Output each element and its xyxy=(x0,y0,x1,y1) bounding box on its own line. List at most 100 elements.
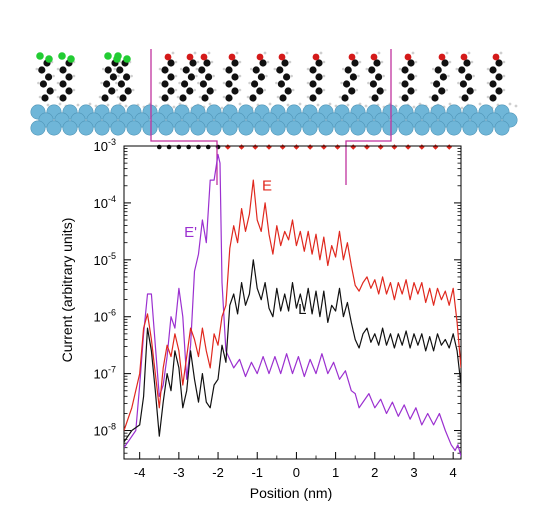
carbon-atom xyxy=(101,94,109,102)
carbon-atom xyxy=(433,80,441,88)
surface-atom xyxy=(270,120,286,136)
hydrogen-atom xyxy=(460,106,464,110)
carbon-atom xyxy=(39,80,48,88)
hydrogen-atom xyxy=(285,51,289,55)
carbon-atom xyxy=(348,87,356,95)
hydrogen-atom xyxy=(158,81,162,85)
oxygen-atom xyxy=(492,53,500,61)
hydrogen-atom xyxy=(76,103,80,107)
hydrogen-atom xyxy=(213,88,217,92)
hydrogen-atom xyxy=(467,51,471,55)
oxygen-atom xyxy=(228,53,236,61)
carbon-atom xyxy=(225,80,233,88)
oxygen-atom xyxy=(278,53,286,61)
hydrogen-atom xyxy=(273,67,277,71)
surface-atom xyxy=(78,120,94,136)
y-tick-label: 10-8 xyxy=(94,422,116,439)
hydrogen-atom xyxy=(306,67,310,71)
hydrogen-atom xyxy=(248,81,251,85)
site-diamond xyxy=(238,144,245,150)
hydrogen-atom xyxy=(238,88,242,92)
hydrogen-atom xyxy=(508,102,512,106)
carbon-atom xyxy=(179,94,187,102)
hydrogen-atom xyxy=(470,60,474,64)
carbon-atom xyxy=(376,87,384,95)
hydrogen-atom xyxy=(306,81,310,85)
surface-atom xyxy=(238,120,254,136)
hydrogen-atom xyxy=(486,95,490,99)
chlorine-atom xyxy=(104,52,112,60)
carbon-atom xyxy=(489,66,497,74)
hydrogen-atom xyxy=(176,95,180,99)
hydrogen-atom xyxy=(431,67,435,71)
hydrogen-atom xyxy=(499,51,503,55)
surface-atom xyxy=(302,120,318,136)
hydrogen-atom xyxy=(174,88,178,92)
hydrogen-atom xyxy=(290,74,293,78)
carbon-atom xyxy=(117,80,125,88)
hydrogen-atom xyxy=(428,95,432,99)
hydrogen-atom xyxy=(131,88,135,92)
hydrogen-atom xyxy=(430,81,433,85)
site-diamond xyxy=(321,144,327,150)
hydrogen-atom xyxy=(398,81,402,85)
series-line-e xyxy=(124,179,461,431)
x-axis-label: Position (nm) xyxy=(250,485,332,501)
carbon-atom xyxy=(189,59,197,67)
carbon-atom xyxy=(284,87,292,95)
carbon-atom xyxy=(186,87,194,95)
hydrogen-atom xyxy=(207,51,211,55)
hydrogen-atom xyxy=(367,81,370,85)
hydrogen-atom xyxy=(46,103,50,107)
surface-atom xyxy=(222,120,238,136)
oxygen-atom xyxy=(370,53,378,61)
carbon-atom xyxy=(259,59,267,67)
hydrogen-atom xyxy=(514,104,518,108)
y-axis: 10-3 10-4 10-5 10-6 10-7 10-8 xyxy=(94,137,461,454)
carbon-atom xyxy=(344,66,352,74)
hydrogen-atom xyxy=(174,60,178,64)
carbon-atom xyxy=(407,87,415,95)
surface-atom xyxy=(382,120,398,136)
carbon-atom xyxy=(103,80,111,88)
carbon-atom xyxy=(205,73,213,81)
site-dot xyxy=(166,144,172,150)
hydrogen-atom xyxy=(158,95,162,99)
hydrogen-atom xyxy=(53,88,57,92)
carbon-atom xyxy=(434,66,442,74)
carbon-atom xyxy=(119,94,127,102)
hydrogen-atom xyxy=(265,74,268,78)
carbon-atom xyxy=(341,94,349,102)
surface-atom xyxy=(414,120,430,136)
carbon-atom xyxy=(201,94,209,102)
hydrogen-atom xyxy=(328,102,332,106)
hydrogen-atom xyxy=(52,74,55,78)
oxygen-atom xyxy=(404,53,412,61)
carbon-atom xyxy=(161,80,169,88)
carbon-atom xyxy=(465,73,473,81)
surface-atom xyxy=(62,120,78,136)
site-diamond xyxy=(266,144,272,150)
hydrogen-atom xyxy=(172,105,176,109)
carbon-atom xyxy=(225,66,233,74)
hydrogen-atom xyxy=(355,88,359,92)
surface-atom xyxy=(446,120,462,136)
carbon-atom xyxy=(315,73,323,81)
carbon-atom xyxy=(65,73,73,81)
carbon-atom xyxy=(407,59,415,67)
hydrogen-atom xyxy=(502,60,506,64)
site-diamond xyxy=(377,144,384,150)
hydrogen-atom xyxy=(101,67,105,71)
y-tick-label: 10-6 xyxy=(94,308,116,325)
y-tick-label: 10-3 xyxy=(94,137,116,154)
hydrogen-atom xyxy=(338,95,342,99)
hydrogen-atom xyxy=(346,103,350,107)
hydrogen-atom xyxy=(37,81,40,85)
hydrogen-atom xyxy=(377,51,381,55)
carbon-atom xyxy=(276,66,284,74)
hydrogen-atom xyxy=(113,67,117,71)
site-diamond xyxy=(446,144,453,150)
surface-atom xyxy=(174,120,190,136)
carbon-atom xyxy=(441,59,449,67)
